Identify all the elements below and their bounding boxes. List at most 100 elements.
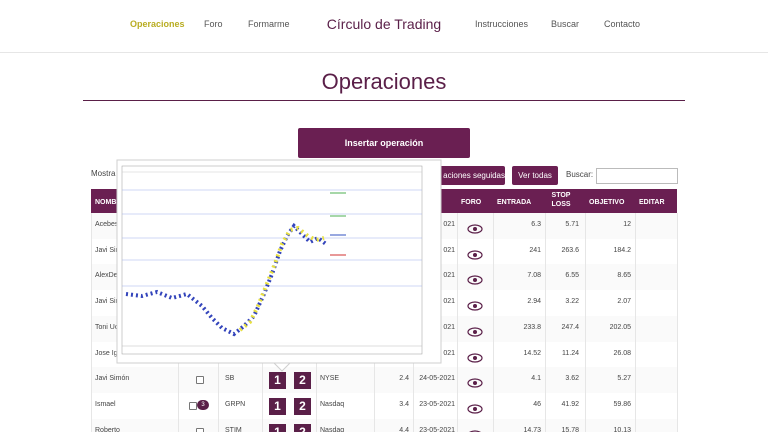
chart-popup (116, 159, 442, 372)
trader-name: Roberto (95, 426, 120, 432)
column-border (493, 341, 494, 368)
column-border (457, 315, 458, 342)
column-border (545, 264, 546, 291)
column-border (585, 315, 586, 342)
column-border (457, 418, 458, 432)
eye (467, 404, 483, 414)
foro-icon[interactable] (467, 375, 483, 393)
foro-icon[interactable] (467, 272, 483, 290)
trader-name: Javi Simón (95, 375, 130, 383)
foro-icon[interactable] (467, 221, 483, 239)
followed-button[interactable]: aciones seguidas (430, 166, 505, 185)
column-border (635, 367, 636, 394)
brand[interactable]: Círculo de Trading (326, 16, 442, 32)
column-border (457, 341, 458, 368)
step-icon[interactable]: 1 (269, 423, 286, 432)
all-button[interactable]: Ver todas (512, 166, 558, 185)
nav-link[interactable]: Buscar (551, 19, 580, 29)
trader-name: Javi Sim (95, 246, 122, 254)
eye (467, 224, 483, 234)
date: 021 (443, 272, 455, 280)
row-checkbox[interactable] (196, 427, 204, 432)
column-border (585, 341, 586, 368)
search-input[interactable] (596, 168, 678, 184)
column-border (457, 367, 458, 394)
foro-icon[interactable] (467, 298, 483, 316)
market: Nasdaq (320, 426, 345, 432)
column-border (493, 418, 494, 432)
column-border (585, 367, 586, 394)
column-border (91, 315, 92, 342)
foro-icon[interactable] (467, 324, 483, 342)
eye (467, 250, 483, 260)
step-icon[interactable]: 2 (294, 397, 311, 415)
column-border (493, 392, 494, 419)
navbar (0, 0, 768, 53)
insert-button[interactable]: Insertar operación (298, 128, 470, 158)
objetivo: 8.65 (617, 272, 631, 280)
nav-link[interactable]: Instrucciones (475, 19, 529, 29)
column-border (91, 392, 92, 419)
column-border (262, 418, 263, 432)
header-cell: STOP LOSS (551, 192, 571, 208)
header-cell: FORO (461, 199, 482, 206)
nav-link[interactable]: Operaciones (130, 19, 185, 29)
foro-icon[interactable] (467, 247, 483, 265)
chart-levels (122, 189, 422, 287)
stop-loss: 11.24 (562, 349, 579, 357)
column-border (545, 315, 546, 342)
column-border (635, 264, 636, 291)
foro-icon[interactable] (467, 401, 483, 419)
column-border (178, 418, 179, 432)
column-border (413, 392, 414, 419)
foro-icon[interactable] (467, 427, 483, 432)
header-cell: OBJETIVO (589, 199, 625, 206)
column-border (677, 367, 678, 394)
column-border (585, 264, 586, 291)
stop-loss: 247.4 (561, 323, 579, 331)
candles-up (238, 225, 325, 332)
nav-link[interactable]: Contacto (604, 19, 641, 29)
column-border (218, 392, 219, 419)
column-border (635, 418, 636, 432)
eye (467, 352, 483, 363)
column-border (677, 341, 678, 368)
step-icon[interactable]: 1 (269, 372, 286, 390)
column-border (91, 264, 92, 291)
column-border (178, 367, 179, 394)
entrada: 14.73 (523, 426, 541, 432)
symbol: STIM (225, 426, 242, 432)
date: 021 (443, 246, 455, 254)
stop-loss: 3.62 (565, 375, 579, 383)
column-border (635, 238, 636, 265)
column-border (585, 290, 586, 317)
entrada: 14.52 (523, 349, 541, 357)
entrada: 233.8 (523, 323, 541, 331)
column-border (635, 341, 636, 368)
symbol: GRPN (225, 400, 246, 408)
row-checkbox[interactable] (196, 376, 204, 385)
step-icon[interactable]: 2 (294, 372, 311, 390)
stop-loss: 5.71 (565, 221, 579, 228)
entrada: 46 (533, 400, 541, 408)
foro-icon[interactable] (467, 350, 483, 368)
row-checkbox[interactable] (189, 401, 197, 410)
column-border (218, 367, 219, 394)
symbol: SB (225, 375, 235, 383)
objetivo: 59.86 (613, 400, 631, 408)
nav-link[interactable]: Formarme (248, 19, 290, 29)
popup-arrow (272, 362, 292, 372)
step-icon[interactable]: 2 (294, 423, 311, 432)
column-border (374, 367, 375, 394)
nav-link[interactable]: Foro (204, 19, 223, 29)
header-cell: ENTRADA (497, 199, 532, 206)
column-border (677, 315, 678, 342)
column-border (91, 367, 92, 394)
column-border (585, 392, 586, 419)
objetivo: 26.08 (613, 349, 631, 357)
objetivo: 2.07 (617, 298, 631, 306)
title-rule (83, 100, 685, 101)
step-icon[interactable]: 1 (269, 397, 286, 415)
ratio: 2.4 (399, 375, 409, 383)
entrada: 2.94 (527, 298, 541, 306)
